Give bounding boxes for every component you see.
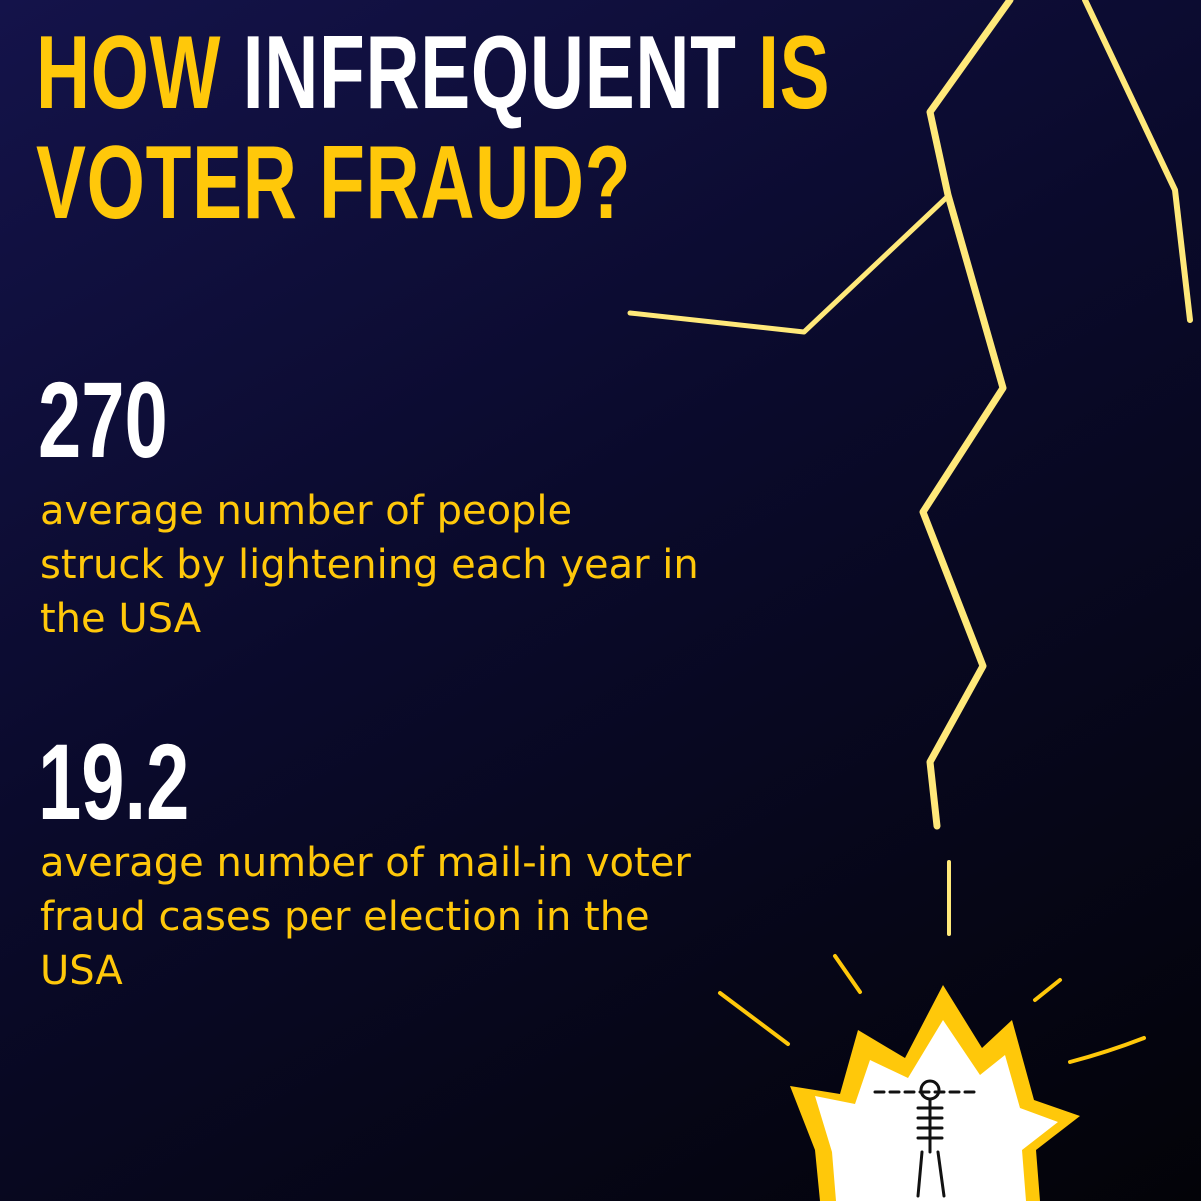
lightning-bolt-icon bbox=[627, 0, 1193, 936]
spark-rays bbox=[718, 954, 1146, 1064]
headline-word-is: IS bbox=[758, 15, 831, 131]
stat-description-lightning: average number of people struck by light… bbox=[40, 488, 699, 642]
stat-value-lightning: 270 bbox=[38, 359, 168, 480]
headline-word-infrequent: INFREQUENT bbox=[242, 15, 737, 131]
headline: HOW INFREQUENT IS VOTER FRAUD? bbox=[36, 18, 830, 238]
stat-description-voter-fraud: average number of mail-in voter fraud ca… bbox=[40, 840, 691, 994]
stat-value-voter-fraud: 19.2 bbox=[38, 721, 190, 842]
headline-line-voter-fraud: VOTER FRAUD? bbox=[36, 125, 632, 241]
skeleton-figure-icon bbox=[873, 1079, 982, 1198]
headline-word-how: HOW bbox=[36, 15, 222, 131]
